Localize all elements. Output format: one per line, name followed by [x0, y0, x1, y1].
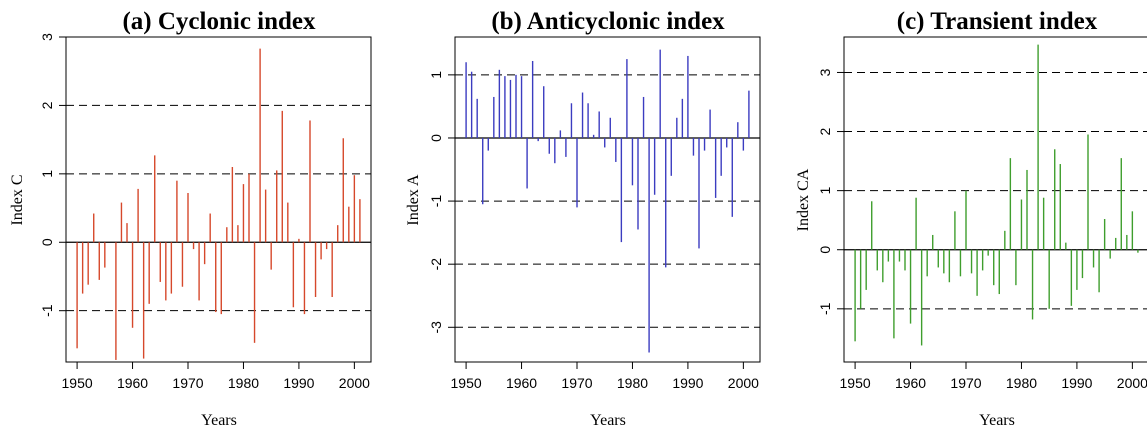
panel-cyclonic: (a) Cyclonic index 1950 1960 1970 1980 1990 2…	[9, 8, 372, 429]
y-tick-label: 0	[817, 246, 833, 254]
y-tick-label: -1	[428, 195, 444, 208]
panel-b-reference-lines	[455, 74, 760, 328]
panel-c-y-ticks: -1 0 1 2 3	[817, 68, 844, 315]
panel-b-xlabel: Years	[590, 412, 626, 429]
panel-b-frame	[454, 36, 761, 363]
x-tick-label: 1950	[451, 375, 482, 391]
panel-transient: (c) Transient index 1950 1960 1970 1980 1990…	[795, 8, 1147, 429]
panel-c-x-ticks: 1950 1960 1970 1980 1990 2000	[840, 362, 1147, 391]
panel-c-ylabel: Index CA	[795, 168, 812, 231]
x-tick-label: 1970	[950, 375, 981, 391]
y-tick-label: -1	[39, 304, 55, 317]
x-tick-label: 1980	[228, 375, 259, 391]
x-tick-label: 1990	[1061, 375, 1092, 391]
panel-a-xlabel: Years	[201, 412, 237, 429]
panel-a-y-ticks: -1 0 1 2 3	[39, 33, 66, 317]
panel-b-title: (b) Anticyclonic index	[491, 8, 725, 35]
panel-a-title: (a) Cyclonic index	[122, 8, 316, 35]
x-tick-label: 1990	[283, 375, 314, 391]
panel-a-ylabel: Index C	[9, 174, 26, 225]
x-tick-label: 1960	[117, 375, 148, 391]
x-tick-label: 1980	[617, 375, 648, 391]
panel-b-y-ticks: -3 -2 -1 0 1	[428, 71, 455, 334]
panel-b-x-ticks: 1950 1960 1970 1980 1990 2000	[451, 362, 759, 391]
y-tick-label: 1	[39, 170, 55, 178]
y-tick-label: 1	[817, 187, 833, 195]
y-tick-label: 0	[39, 238, 55, 246]
x-tick-label: 2000	[339, 375, 370, 391]
x-tick-label: 1950	[840, 375, 871, 391]
y-tick-label: -3	[428, 321, 444, 334]
x-tick-label: 1960	[895, 375, 926, 391]
x-tick-label: 1950	[62, 375, 93, 391]
x-tick-label: 2000	[1117, 375, 1147, 391]
panel-a-x-ticks: 1950 1960 1970 1980 1990 2000	[62, 362, 370, 391]
panel-c-title: (c) Transient index	[897, 8, 1098, 35]
panel-a-bars	[76, 48, 361, 360]
x-tick-label: 1980	[1006, 375, 1037, 391]
panel-a-frame	[65, 36, 372, 363]
x-tick-label: 2000	[728, 375, 759, 391]
y-tick-label: 1	[428, 71, 444, 79]
y-tick-label: 3	[39, 33, 55, 41]
y-tick-label: 0	[428, 134, 444, 142]
y-tick-label: 3	[817, 68, 833, 76]
x-tick-label: 1970	[172, 375, 203, 391]
panel-anticyclonic: (b) Anticyclonic index 1950 1960 1970 1980 1…	[405, 8, 761, 429]
panel-a-reference-lines	[66, 104, 371, 312]
panel-b-ylabel: Index A	[405, 174, 422, 226]
panel-c-xlabel: Years	[979, 412, 1015, 429]
panel-c-frame	[843, 36, 1147, 363]
panel-b-bars	[465, 49, 750, 353]
x-tick-label: 1990	[672, 375, 703, 391]
y-tick-label: -1	[817, 302, 833, 315]
y-tick-label: -2	[428, 258, 444, 271]
panel-c-bars	[854, 44, 1139, 346]
x-tick-label: 1960	[506, 375, 537, 391]
panel-c-reference-lines	[844, 71, 1147, 310]
y-tick-label: 2	[39, 101, 55, 109]
y-tick-label: 2	[817, 127, 833, 135]
x-tick-label: 1970	[561, 375, 592, 391]
